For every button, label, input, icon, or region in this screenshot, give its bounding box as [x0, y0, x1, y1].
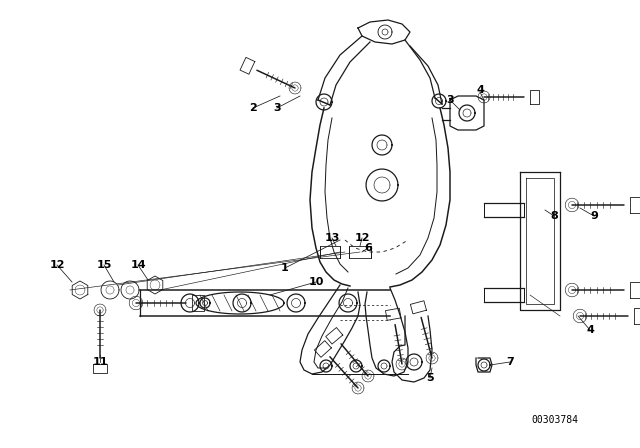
Text: 15: 15	[96, 260, 112, 270]
Text: 12: 12	[49, 260, 65, 270]
Text: 1: 1	[281, 263, 289, 273]
Text: 00303784: 00303784	[531, 415, 579, 425]
Text: 9: 9	[590, 211, 598, 221]
Text: 8: 8	[550, 211, 558, 221]
Text: 13: 13	[324, 233, 340, 243]
Text: 2: 2	[249, 103, 257, 113]
Text: 4: 4	[586, 325, 594, 335]
Text: 11: 11	[92, 357, 108, 367]
Text: 4: 4	[476, 85, 484, 95]
Text: 7: 7	[506, 357, 514, 367]
Text: 10: 10	[308, 277, 324, 287]
Text: 12: 12	[355, 233, 370, 243]
Text: 14: 14	[130, 260, 146, 270]
Text: 6: 6	[364, 243, 372, 253]
Text: 3: 3	[273, 103, 281, 113]
Text: 3: 3	[446, 95, 454, 105]
Text: 5: 5	[426, 373, 434, 383]
